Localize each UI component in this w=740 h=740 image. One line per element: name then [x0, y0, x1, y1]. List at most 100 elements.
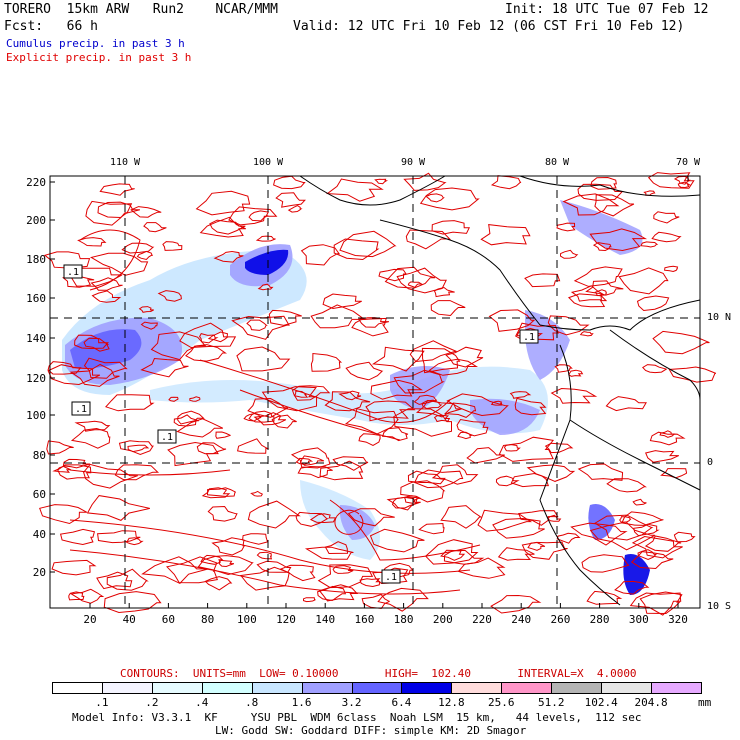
axis-ticks — [50, 176, 689, 608]
precip-contour — [218, 559, 235, 568]
colorbar-unit: mm — [698, 696, 712, 709]
precip-contour — [430, 300, 466, 317]
precip-contour — [310, 304, 366, 329]
precip-contour — [105, 394, 155, 412]
x-tick-label: 120 — [276, 613, 296, 626]
latitude-label: 0 — [707, 457, 714, 468]
precip-contour — [59, 528, 96, 546]
precip-contour — [106, 568, 149, 591]
precip-contour — [200, 554, 224, 565]
precip-contour — [70, 427, 111, 449]
precip-contour — [457, 557, 506, 579]
precip-contour — [492, 517, 545, 539]
precip-contour — [140, 357, 189, 378]
coastline — [539, 299, 701, 331]
coastline — [609, 329, 701, 401]
y-tick-label: 40 — [32, 528, 46, 541]
precip-contour — [509, 391, 532, 399]
cumulus-area — [623, 554, 650, 595]
precip-contour — [361, 593, 390, 610]
precip-contour — [653, 211, 680, 224]
y-tick-label: 120 — [26, 372, 46, 385]
precip-contour — [521, 541, 568, 560]
precip-contour — [47, 361, 82, 375]
latitude-label: 10 N — [707, 312, 732, 323]
colorbar-swatch — [351, 682, 403, 694]
precip-contour — [495, 475, 520, 487]
cumulus-area — [245, 249, 289, 275]
colorbar-label: .2 — [145, 696, 159, 709]
precip-contour — [577, 183, 624, 201]
explicit-precip-contours — [39, 172, 717, 616]
precip-contour — [185, 344, 228, 362]
precip-contour — [393, 369, 445, 394]
precip-contour — [618, 267, 669, 295]
precip-contour — [490, 400, 503, 406]
colorbar-label: 3.2 — [341, 696, 362, 709]
precip-contour — [77, 237, 107, 247]
precip-contour — [466, 447, 505, 464]
coastline — [539, 344, 621, 606]
precip-contour — [62, 458, 91, 469]
precip-contour — [243, 412, 262, 422]
precip-contour — [250, 490, 263, 497]
precip-contour — [39, 504, 88, 525]
precip-contour — [91, 290, 122, 303]
precip-contour — [567, 293, 608, 308]
precip-contour — [579, 331, 594, 337]
y-tick-label: 100 — [26, 409, 46, 422]
longitude-label: 70 W — [675, 157, 701, 168]
precip-contour — [207, 505, 238, 522]
longitude-label: 100 W — [252, 157, 284, 168]
precip-contour — [409, 340, 457, 363]
precip-contour — [127, 444, 150, 453]
precip-contour — [527, 541, 546, 551]
precip-contour — [279, 564, 316, 582]
x-tick-label: 80 — [200, 613, 215, 626]
colorbar-label: 204.8 — [634, 696, 668, 709]
precip-contour — [643, 190, 656, 196]
precip-contour — [660, 468, 688, 479]
precip-contour — [440, 505, 483, 529]
x-tick-label: 200 — [432, 613, 453, 626]
precip-contour — [89, 252, 149, 276]
cumulus-area — [560, 200, 643, 255]
x-tick-label: 260 — [550, 613, 571, 626]
precip-contour — [318, 584, 359, 602]
precip-contour — [57, 464, 92, 480]
precip-contour — [199, 359, 451, 423]
precip-contour — [207, 331, 229, 343]
precip-contour — [510, 472, 550, 488]
precip-contour — [253, 412, 287, 426]
precip-contour — [547, 315, 590, 336]
precip-contour — [246, 319, 268, 331]
precip-contour — [138, 306, 154, 313]
precip-contour — [261, 386, 318, 412]
low-marker-box — [157, 429, 177, 444]
valid-time: Valid: 12 UTC Fri 10 Feb 12 (06 CST Fri … — [293, 19, 685, 34]
precip-contour — [606, 478, 647, 493]
precip-contour — [592, 242, 612, 252]
precip-contour — [242, 533, 269, 545]
precip-contour — [347, 508, 395, 527]
precip-contour — [556, 532, 581, 544]
y-tick-label: 180 — [26, 253, 46, 266]
precip-contour — [358, 433, 381, 446]
precip-contour — [74, 334, 109, 350]
precip-contour — [150, 331, 207, 361]
precip-contour — [659, 430, 676, 438]
precip-contour — [605, 396, 647, 412]
precip-contour — [370, 379, 423, 400]
precip-contour — [456, 418, 489, 437]
precip-contour — [384, 266, 436, 289]
precip-contour — [344, 408, 399, 435]
precip-contour — [559, 249, 579, 259]
lat-lon-grid — [50, 176, 700, 608]
precip-contour — [268, 309, 302, 326]
precip-contour — [143, 222, 167, 233]
precip-contour — [199, 216, 247, 238]
forecast-hour: Fcst: 66 h — [4, 19, 98, 34]
precip-contour — [51, 559, 97, 576]
precip-contour — [649, 431, 686, 446]
precip-contour — [239, 389, 401, 441]
